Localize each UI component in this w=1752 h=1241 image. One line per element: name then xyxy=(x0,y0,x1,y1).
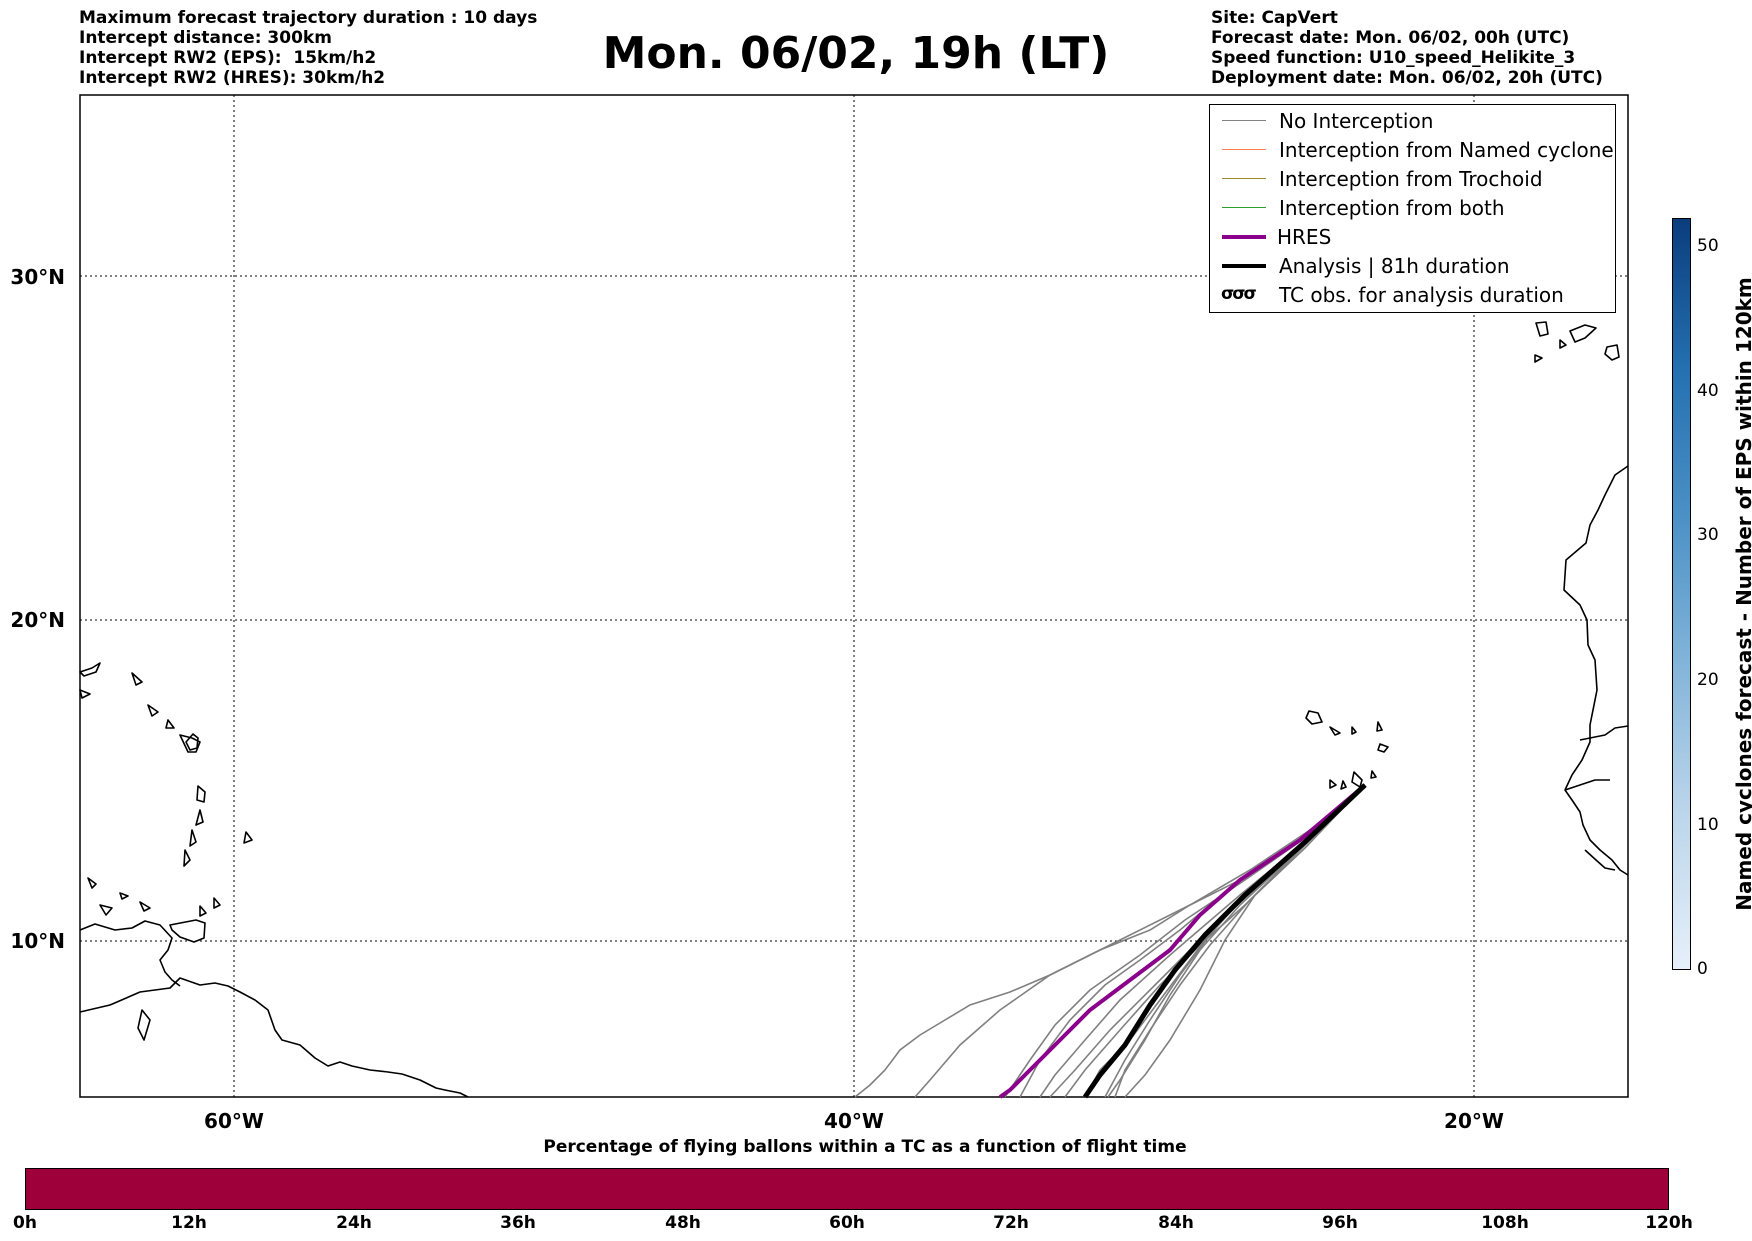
legend-swatch xyxy=(1222,149,1266,150)
colorbar-tick-label: 20 xyxy=(1697,670,1719,690)
lat-tick-label: 20°N xyxy=(10,608,65,632)
header-right-line: Speed function: U10_speed_Helikite_3 xyxy=(1211,48,1576,68)
eps-trajectory xyxy=(914,784,1366,1098)
legend-label: TC obs. for analysis duration xyxy=(1279,283,1564,307)
map-frame xyxy=(79,94,1629,1098)
coastline-south-america xyxy=(79,977,469,1098)
lat-tick-label: 10°N xyxy=(10,929,65,953)
colorbar-tick-label: 0 xyxy=(1697,959,1708,979)
analysis-trajectory xyxy=(1082,783,1367,1099)
legend-label: Analysis | 81h duration xyxy=(1279,254,1510,278)
map-legend: No Interception Interception from Named … xyxy=(1209,104,1616,313)
coastline-west-africa xyxy=(1563,465,1629,876)
header-left-line: Intercept RW2 (EPS): 15km/h2 xyxy=(79,48,377,68)
legend-swatch xyxy=(1222,120,1266,121)
flight-time-tick-label: 24h xyxy=(336,1213,372,1233)
colorbar-tick-label: 50 xyxy=(1697,236,1719,256)
flight-time-tick-label: 120h xyxy=(1645,1213,1693,1233)
legend-label: Interception from both xyxy=(1279,196,1505,220)
header-right-line: Site: CapVert xyxy=(1211,8,1338,28)
legend-item-both: Interception from both xyxy=(1216,194,1611,223)
bottom-colorbar-title: Percentage of flying ballons within a TC… xyxy=(543,1137,1187,1157)
colorbar-axis-label: Named cyclones forecast - Number of EPS … xyxy=(1732,277,1752,911)
lon-tick-label: 60°W xyxy=(204,1109,264,1133)
legend-label: Interception from Trochoid xyxy=(1279,167,1543,191)
header-left-line: Intercept RW2 (HRES): 30km/h2 xyxy=(79,68,386,88)
eps-trajectory xyxy=(854,784,1366,1098)
tc-obs-symbol-icon: σσσ xyxy=(1221,284,1257,304)
eps-trajectory xyxy=(1114,784,1366,1098)
flight-time-tick-label: 96h xyxy=(1322,1213,1358,1233)
flight-time-tick-label: 108h xyxy=(1481,1213,1529,1233)
flight-time-tick-label: 12h xyxy=(171,1213,207,1233)
legend-swatch xyxy=(1222,264,1266,268)
legend-label: Interception from Named cyclone xyxy=(1279,138,1614,162)
header-info-left: Maximum forecast trajectory duration : 1… xyxy=(79,8,537,88)
legend-item-analysis: Analysis | 81h duration xyxy=(1216,252,1611,281)
colorbar-tick-label: 40 xyxy=(1697,381,1719,401)
colorbar-tick-label: 30 xyxy=(1697,525,1719,545)
legend-item-tc-obs: σσσ TC obs. for analysis duration xyxy=(1216,281,1611,310)
legend-swatch xyxy=(1222,178,1266,179)
legend-swatch xyxy=(1222,235,1266,239)
flight-time-colorbar xyxy=(25,1168,1669,1210)
legend-item-hres: HRES xyxy=(1216,223,1611,252)
legend-item-named-cyclone: Interception from Named cyclone xyxy=(1216,136,1614,165)
coastlines xyxy=(79,321,1629,1098)
coastline-cape-verde xyxy=(1305,710,1389,790)
flight-time-tick-label: 60h xyxy=(829,1213,865,1233)
lon-tick-label: 40°W xyxy=(824,1109,884,1133)
hres-trajectory xyxy=(998,783,1367,1099)
legend-swatch xyxy=(1222,207,1266,208)
coastline-venezuela-coast xyxy=(79,920,181,987)
colorbar-tick-label: 10 xyxy=(1697,815,1719,835)
legend-label: HRES xyxy=(1277,225,1332,249)
legend-item-no-interception: No Interception xyxy=(1216,107,1611,136)
flight-time-tick-label: 84h xyxy=(1158,1213,1194,1233)
flight-time-tick-label: 48h xyxy=(665,1213,701,1233)
flight-time-tick-label: 0h xyxy=(13,1213,37,1233)
coastline-small-islands xyxy=(87,877,221,1041)
flight-time-tick-label: 36h xyxy=(500,1213,536,1233)
coastline-virgin-islands xyxy=(79,662,201,753)
eps-count-colorbar xyxy=(1672,218,1691,970)
map-title: Mon. 06/02, 19h (LT) xyxy=(602,28,1110,79)
legend-label: No Interception xyxy=(1279,109,1434,133)
legend-item-trochoid: Interception from Trochoid xyxy=(1216,165,1611,194)
header-info-right: Site: CapVert Forecast date: Mon. 06/02,… xyxy=(1211,8,1603,88)
header-left-line: Maximum forecast trajectory duration : 1… xyxy=(79,8,538,28)
header-right-line: Forecast date: Mon. 06/02, 00h (UTC) xyxy=(1211,28,1570,48)
coastline-trinidad xyxy=(169,919,206,943)
coastline-africa-detail xyxy=(1564,725,1629,871)
header-right-line: Deployment date: Mon. 06/02, 20h (UTC) xyxy=(1211,68,1603,88)
lon-tick-label: 20°W xyxy=(1444,1109,1504,1133)
lat-tick-label: 30°N xyxy=(10,265,65,289)
header-left-line: Intercept distance: 300km xyxy=(79,28,332,48)
coastline-canary-islands xyxy=(1534,321,1620,363)
coastline-lesser-antilles xyxy=(183,733,253,917)
flight-time-tick-label: 72h xyxy=(993,1213,1029,1233)
